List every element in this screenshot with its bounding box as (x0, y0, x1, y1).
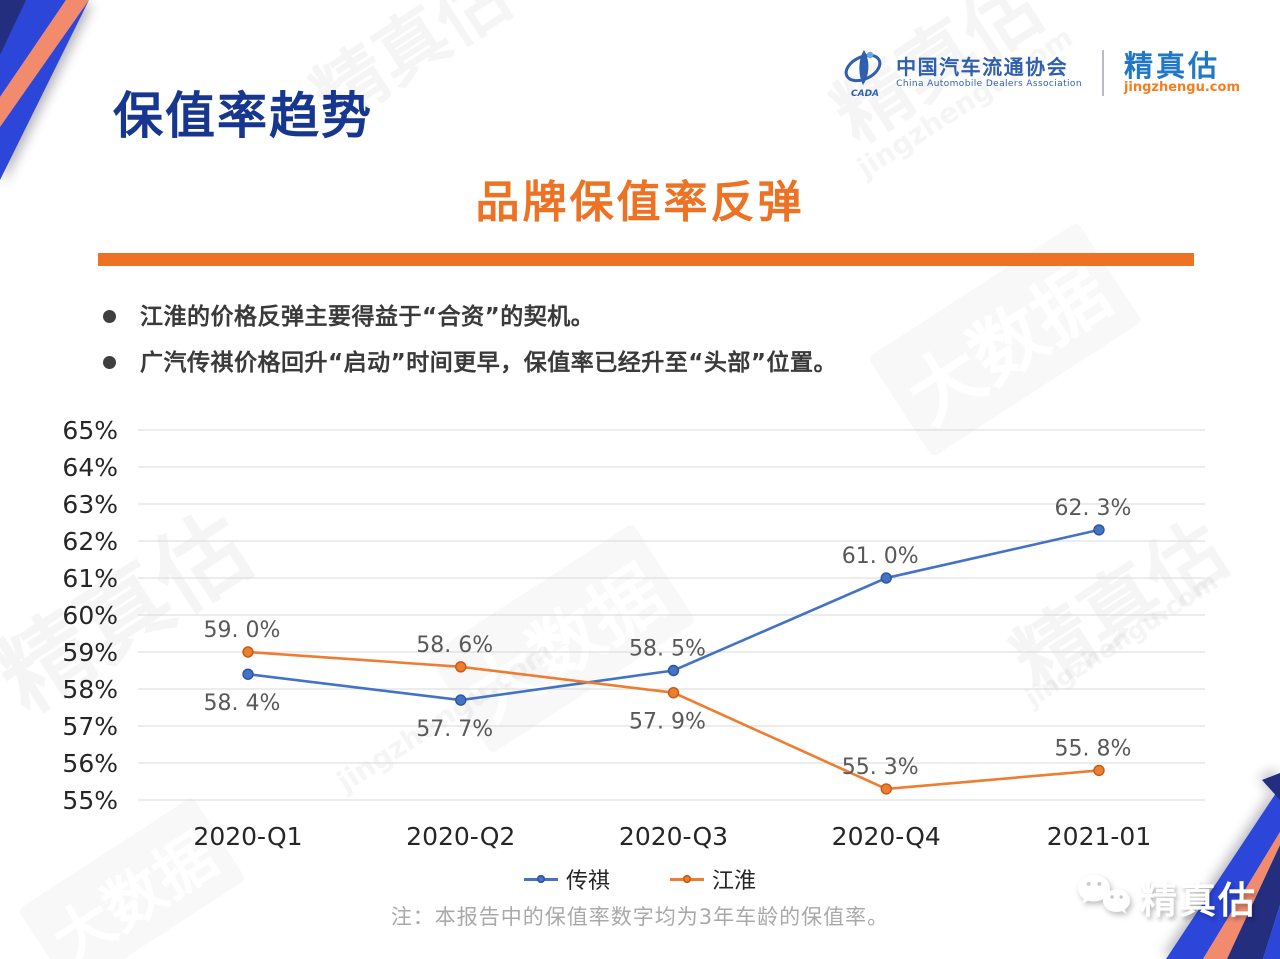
svg-text:2020-Q1: 2020-Q1 (193, 822, 302, 851)
svg-text:CADA: CADA (851, 89, 879, 98)
bullet-list: 江淮的价格反弹主要得益于“合资”的契机。 广汽传祺价格回升“启动”时间更早，保值… (100, 303, 837, 395)
legend-label: 传祺 (565, 869, 610, 894)
svg-text:57%: 57% (62, 712, 118, 741)
svg-text:2020-Q4: 2020-Q4 (832, 822, 941, 851)
svg-text:65%: 65% (62, 416, 118, 445)
svg-text:2020-Q3: 2020-Q3 (619, 822, 728, 851)
svg-text:2020-Q2: 2020-Q2 (406, 822, 515, 851)
svg-text:2021-01: 2021-01 (1047, 822, 1151, 851)
legend-item-jianghuai: 江淮 (670, 863, 756, 895)
svg-text:61%: 61% (62, 564, 118, 593)
cada-name-cn: 中国汽车流通协会 (896, 55, 1069, 80)
brand-name: 精真估 (1123, 48, 1220, 83)
svg-text:64%: 64% (62, 453, 118, 482)
bullet-item: 广汽传祺价格回升“启动”时间更早，保值率已经升至“头部”位置。 (100, 349, 837, 378)
svg-text:62%: 62% (62, 527, 118, 556)
chart-canvas: 65% 64% 63% 62% 61% 60% 59% 58% 57% 56% 55% 2020-Q1… (62, 416, 1205, 851)
svg-text:55. 3%: 55. 3% (842, 755, 919, 780)
svg-text:55. 8%: 55. 8% (1055, 736, 1132, 761)
svg-text:58. 5%: 58. 5% (629, 637, 706, 662)
logo-divider (1101, 50, 1104, 96)
chart-legend: 传祺 江淮 (0, 863, 1280, 895)
svg-text:55%: 55% (62, 786, 118, 815)
jingzhengu-logo: 精真估 jingzhengu.com (1124, 51, 1240, 95)
wechat-icon (1078, 875, 1130, 914)
svg-text:62. 3%: 62. 3% (1055, 496, 1132, 521)
legend-marker-jianghuai (670, 874, 704, 884)
line-chart: 65% 64% 63% 62% 61% 60% 59% 58% 57% 56% 55% 2020-Q1… (60, 413, 1210, 858)
footer-brand: 精真估 (1078, 870, 1257, 924)
svg-text:58%: 58% (62, 675, 118, 704)
header-logos: CADA 中国汽车流通协会 China Automobile Dealers A… (843, 48, 1240, 98)
svg-text:58. 6%: 58. 6% (416, 633, 493, 658)
svg-text:60%: 60% (62, 601, 118, 630)
bullet-item: 江淮的价格反弹主要得益于“合资”的契机。 (100, 303, 837, 332)
page-title: 保值率趋势 (113, 86, 373, 145)
bullet-dot (103, 355, 116, 369)
legend-marker-chuanqi (523, 874, 558, 884)
bullet-text: 江淮的价格反弹主要得益于“合资”的契机。 (140, 304, 595, 330)
footer-brand-name: 精真估 (1140, 879, 1257, 922)
svg-text:57. 7%: 57. 7% (416, 717, 493, 742)
legend-label: 江淮 (712, 869, 757, 894)
section-title: 品牌保值率反弹 (475, 177, 805, 228)
cada-name-en: China Automobile Dealers Association (896, 79, 1082, 90)
watermark: jingzhengu.com (851, 20, 1079, 185)
brand-domain: jingzhengu.com (1123, 80, 1240, 96)
svg-text:56%: 56% (62, 749, 118, 778)
svg-text:59. 0%: 59. 0% (204, 618, 281, 643)
svg-text:59%: 59% (62, 638, 118, 667)
cada-emblem-icon: CADA (844, 50, 882, 98)
bullet-dot (103, 310, 116, 323)
svg-text:57. 9%: 57. 9% (629, 710, 706, 735)
svg-text:63%: 63% (62, 490, 118, 519)
section-title-rule (98, 253, 1194, 266)
svg-text:58. 4%: 58. 4% (204, 691, 281, 716)
legend-item-chuanqi: 传祺 (523, 863, 610, 895)
cada-logo: CADA 中国汽车流通协会 China Automobile Dealers A… (843, 48, 1082, 98)
svg-text:61. 0%: 61. 0% (842, 544, 919, 569)
footnote: 注：本报告中的保值率数字均为3年车龄的保值率。 (390, 905, 890, 929)
bullet-text: 广汽传祺价格回升“启动”时间更早，保值率已经升至“头部”位置。 (140, 349, 837, 376)
